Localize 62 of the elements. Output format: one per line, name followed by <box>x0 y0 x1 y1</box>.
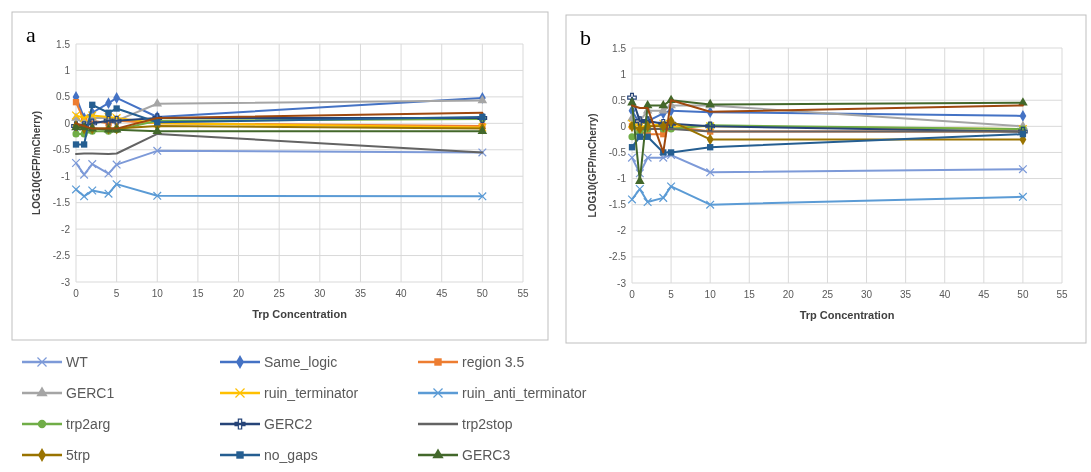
legend-label: no_gaps <box>264 446 318 463</box>
y-tick-label: -0.5 <box>52 144 71 156</box>
y-tick-label: -1 <box>617 173 627 185</box>
x-tick-label: 40 <box>939 289 951 300</box>
y-tick-label: -2 <box>617 225 627 237</box>
x-axis-title: Trp Concentration <box>252 308 348 320</box>
x-axis-title: Trp Concentration <box>799 309 895 321</box>
y-tick-label: -1.5 <box>52 197 71 209</box>
y-tick-label: 1 <box>620 68 627 80</box>
x-tick-label: 5 <box>668 289 675 300</box>
legend-label: ruin_terminator <box>264 384 359 401</box>
x-tick-label: 0 <box>73 288 80 299</box>
y-tick-label: -3 <box>617 277 627 289</box>
y-tick-label: 1.5 <box>612 42 627 54</box>
x-tick-label: 25 <box>273 288 286 299</box>
x-tick-label: 55 <box>1056 289 1068 300</box>
y-tick-label: -2.5 <box>52 250 71 262</box>
legend-label: Same_logic <box>264 353 338 370</box>
x-tick-label: 5 <box>113 288 120 299</box>
y-tick-label: 1.5 <box>56 38 71 50</box>
x-tick-label: 10 <box>704 289 717 300</box>
x-tick-label: 20 <box>782 289 795 300</box>
x-tick-label: 20 <box>232 288 245 299</box>
x-tick-label: 55 <box>517 288 529 299</box>
y-tick-label: 0.5 <box>56 91 71 103</box>
chart-title: a <box>26 22 36 47</box>
legend-label: region 3.5 <box>462 353 525 370</box>
legend-label: GERC2 <box>264 415 313 432</box>
y-tick-label: -2.5 <box>608 251 627 263</box>
x-tick-label: 10 <box>151 288 164 299</box>
y-tick-label: -1.5 <box>608 199 627 211</box>
legend-label: WT <box>66 353 89 370</box>
legend-label: GERC1 <box>66 384 115 401</box>
y-tick-label: 0.5 <box>612 94 627 106</box>
legend-label: 5trp <box>66 446 91 463</box>
x-tick-label: 25 <box>821 289 834 300</box>
x-tick-label: 15 <box>743 289 756 300</box>
chart-title: b <box>580 25 591 50</box>
y-tick-label: 0 <box>620 120 627 132</box>
x-tick-label: 35 <box>900 289 912 300</box>
x-tick-label: 30 <box>314 288 326 299</box>
legend-label: trp2stop <box>462 415 513 432</box>
x-tick-label: 35 <box>354 288 367 299</box>
x-tick-label: 40 <box>395 288 408 299</box>
y-tick-label: 1 <box>64 64 71 76</box>
x-tick-label: 50 <box>476 288 489 299</box>
y-axis-title: LOG10(GFP/mCherry) <box>31 111 42 215</box>
y-tick-label: -2 <box>61 223 71 235</box>
y-tick-label: -0.5 <box>608 146 627 158</box>
legend-label: ruin_anti_terminator <box>462 384 587 401</box>
y-tick-label: 0 <box>64 117 71 129</box>
y-tick-label: -1 <box>61 170 71 182</box>
legend-label: GERC3 <box>462 446 511 463</box>
legend-label: trp2arg <box>66 415 111 432</box>
y-axis-title: LOG10(GFP/mCherry) <box>587 113 598 218</box>
x-tick-label: 30 <box>860 289 873 300</box>
x-tick-label: 0 <box>629 289 636 300</box>
x-tick-label: 50 <box>1017 289 1029 300</box>
y-tick-label: -3 <box>61 276 71 288</box>
x-tick-label: 45 <box>978 289 990 300</box>
x-tick-label: 45 <box>436 288 448 299</box>
x-tick-label: 15 <box>192 288 204 299</box>
